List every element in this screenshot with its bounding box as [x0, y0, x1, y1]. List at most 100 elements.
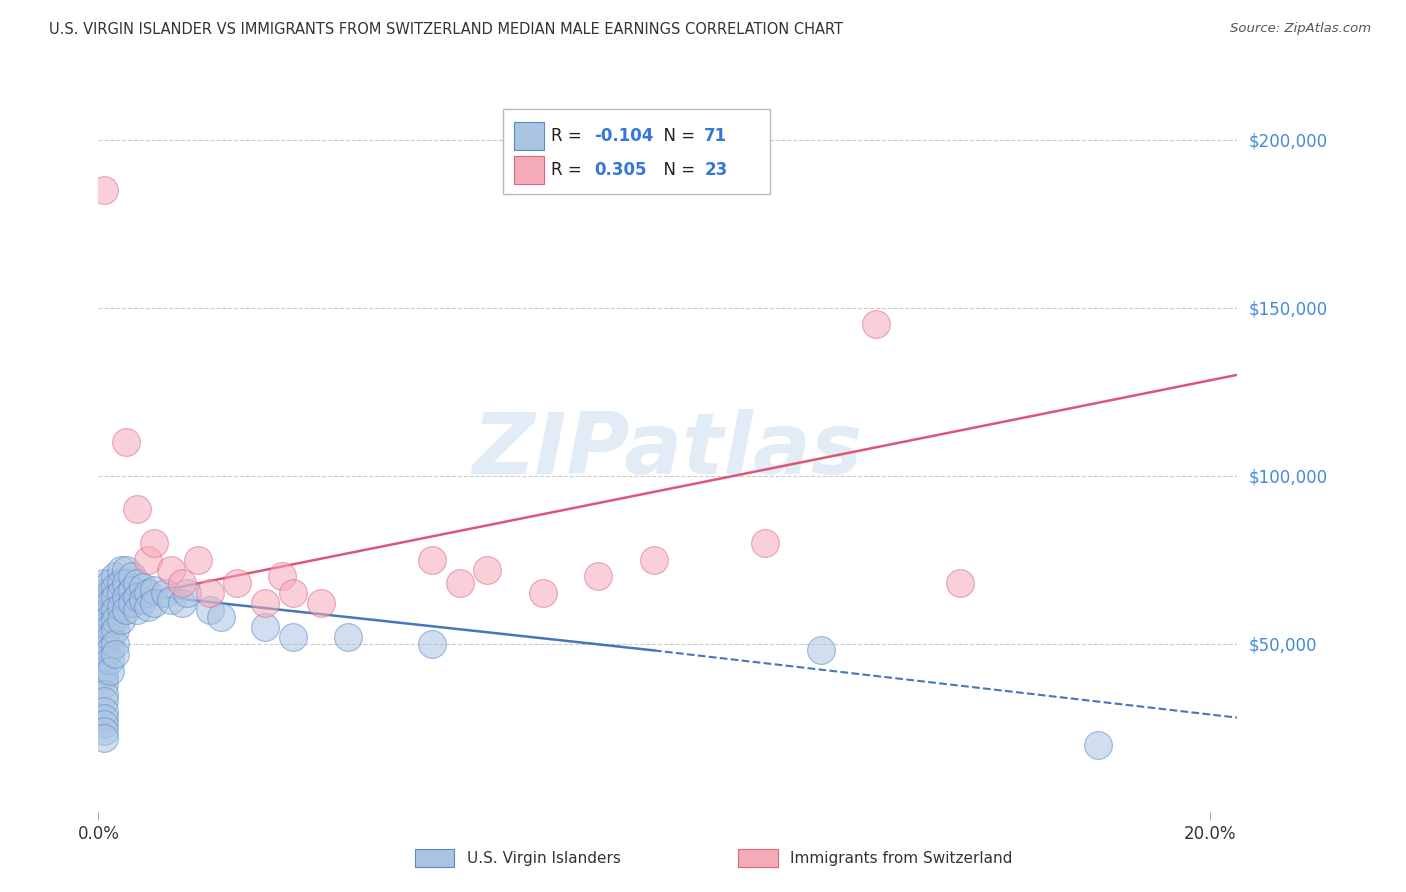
Text: ZIPatlas: ZIPatlas: [472, 409, 863, 492]
Point: [810, 643, 832, 657]
Point: [127, 502, 149, 516]
Point: [93, 704, 115, 718]
Point: [127, 603, 149, 617]
Point: [98, 620, 121, 634]
Text: 71: 71: [704, 127, 727, 145]
Point: [143, 536, 166, 550]
Point: [948, 576, 970, 591]
Point: [98, 653, 121, 667]
Point: [159, 563, 181, 577]
Point: [138, 586, 160, 600]
Point: [226, 576, 249, 591]
Point: [153, 586, 176, 600]
Point: [93, 637, 115, 651]
Point: [127, 590, 149, 604]
Point: [93, 677, 115, 691]
Point: [254, 596, 277, 610]
Point: [754, 536, 776, 550]
Point: [159, 593, 181, 607]
Point: [98, 576, 121, 591]
Point: [93, 596, 115, 610]
Point: [93, 717, 115, 731]
Point: [132, 593, 155, 607]
Point: [138, 552, 160, 566]
Point: [270, 569, 292, 583]
Point: [93, 620, 115, 634]
FancyBboxPatch shape: [515, 156, 544, 184]
Point: [643, 552, 665, 566]
Point: [477, 563, 499, 577]
Point: [110, 586, 132, 600]
Point: [98, 630, 121, 644]
Point: [115, 576, 138, 591]
Point: [104, 613, 127, 627]
Point: [1087, 738, 1109, 752]
Point: [93, 576, 115, 591]
Point: [121, 582, 143, 597]
Point: [104, 647, 127, 661]
Point: [209, 609, 232, 624]
Point: [309, 596, 332, 610]
Point: [93, 586, 115, 600]
Point: [198, 586, 221, 600]
Point: [93, 609, 115, 624]
Text: -0.104: -0.104: [593, 127, 654, 145]
Point: [254, 620, 277, 634]
Point: [93, 694, 115, 708]
Point: [143, 596, 166, 610]
FancyBboxPatch shape: [503, 109, 770, 194]
Text: N =: N =: [652, 161, 700, 179]
Text: 23: 23: [704, 161, 727, 179]
Text: U.S. Virgin Islanders: U.S. Virgin Islanders: [467, 852, 620, 866]
Point: [93, 603, 115, 617]
Point: [588, 569, 610, 583]
FancyBboxPatch shape: [515, 122, 544, 150]
Point: [115, 590, 138, 604]
Point: [93, 664, 115, 678]
Point: [98, 596, 121, 610]
Point: [93, 724, 115, 739]
Point: [98, 609, 121, 624]
Point: [138, 599, 160, 614]
Point: [110, 563, 132, 577]
Point: [93, 731, 115, 745]
Point: [121, 596, 143, 610]
Point: [132, 580, 155, 594]
Text: R =: R =: [551, 127, 586, 145]
Point: [110, 599, 132, 614]
Text: R =: R =: [551, 161, 586, 179]
Point: [104, 580, 127, 594]
Point: [104, 590, 127, 604]
Point: [115, 603, 138, 617]
Text: Immigrants from Switzerland: Immigrants from Switzerland: [790, 852, 1012, 866]
Point: [531, 586, 554, 600]
Point: [187, 552, 209, 566]
Point: [93, 687, 115, 701]
Point: [104, 569, 127, 583]
Point: [93, 711, 115, 725]
Point: [110, 576, 132, 591]
Point: [93, 653, 115, 667]
Point: [104, 637, 127, 651]
Point: [198, 603, 221, 617]
Point: [176, 586, 198, 600]
Point: [337, 630, 360, 644]
Point: [93, 643, 115, 657]
Point: [93, 183, 115, 197]
Point: [127, 576, 149, 591]
Text: U.S. VIRGIN ISLANDER VS IMMIGRANTS FROM SWITZERLAND MEDIAN MALE EARNINGS CORRELA: U.S. VIRGIN ISLANDER VS IMMIGRANTS FROM …: [49, 22, 844, 37]
Point: [420, 637, 443, 651]
Text: 0.305: 0.305: [593, 161, 647, 179]
Point: [281, 586, 304, 600]
Point: [98, 664, 121, 678]
Point: [170, 596, 193, 610]
Point: [104, 603, 127, 617]
Text: N =: N =: [652, 127, 700, 145]
Point: [115, 435, 138, 450]
Point: [865, 318, 887, 332]
Point: [121, 569, 143, 583]
Point: [143, 582, 166, 597]
Point: [104, 624, 127, 638]
Point: [115, 563, 138, 577]
Text: Source: ZipAtlas.com: Source: ZipAtlas.com: [1230, 22, 1371, 36]
